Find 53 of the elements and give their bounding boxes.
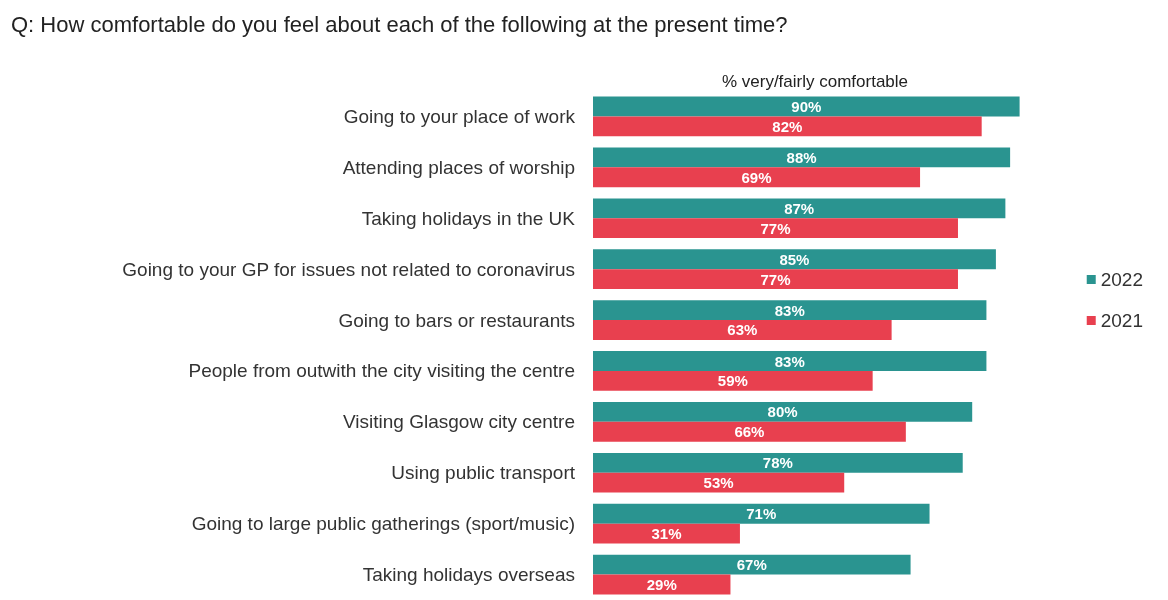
data-label: 69%: [741, 168, 772, 186]
bar: [593, 421, 906, 442]
y-tick-label: Using public transport: [391, 462, 576, 484]
data-label: 77%: [760, 270, 791, 288]
data-label: 77%: [760, 219, 791, 237]
bar: [593, 472, 845, 493]
bar: [593, 249, 996, 270]
bar: [593, 269, 958, 289]
bar: [593, 452, 963, 473]
y-tick-label: Going to your GP for issues not related to coronavirus: [122, 258, 575, 280]
chart-subtitle: % very/fairly comfortable: [721, 72, 909, 91]
bar: [593, 351, 987, 371]
bar: [593, 218, 958, 239]
y-tick-label: Going to your place of work: [343, 105, 576, 127]
y-tick-label: People from outwith the city visiting the centre: [188, 360, 575, 382]
data-label: 87%: [784, 199, 815, 217]
text: Q: How comfortable do you feel about each of the following at the present time?: [11, 11, 788, 37]
data-label: 83%: [774, 352, 805, 370]
data-label: 83%: [774, 301, 805, 319]
y-tick-label: Attending places of worship: [342, 156, 575, 178]
data-label: 82%: [772, 117, 803, 135]
data-label: 78%: [762, 454, 793, 472]
legend-label: 2021: [1100, 310, 1144, 331]
data-label: 63%: [727, 321, 758, 339]
data-label: 90%: [791, 98, 822, 116]
bar: [593, 503, 930, 524]
data-label: 66%: [734, 423, 765, 441]
y-tick-label: Going to bars or restaurants: [338, 309, 575, 331]
data-label: 29%: [646, 575, 677, 593]
bar: [593, 300, 987, 321]
data-label: 67%: [736, 556, 767, 574]
data-label: 31%: [651, 525, 682, 543]
data-label: 85%: [779, 250, 810, 268]
bar: [593, 402, 973, 422]
bar: [593, 320, 892, 340]
y-tick-label: Taking holidays overseas: [362, 564, 575, 586]
data-label: 59%: [717, 372, 748, 390]
legend-label: 2022: [1100, 269, 1144, 290]
bar: [593, 116, 982, 137]
bar: [593, 147, 1011, 168]
y-tick-label: Going to large public gatherings (sport/music): [191, 513, 575, 535]
data-label: 53%: [703, 474, 734, 492]
data-label: 80%: [767, 403, 798, 421]
bar: [593, 96, 1020, 117]
bar: [593, 167, 921, 188]
bar: [593, 554, 911, 575]
bar: [593, 198, 1006, 219]
y-tick-label: Visiting Glasgow city centre: [343, 411, 575, 433]
data-label: 71%: [746, 505, 777, 523]
data-label: 88%: [786, 148, 817, 166]
bar: [593, 523, 740, 544]
y-tick-label: Taking holidays in the UK: [361, 207, 576, 229]
bar: [593, 370, 873, 391]
